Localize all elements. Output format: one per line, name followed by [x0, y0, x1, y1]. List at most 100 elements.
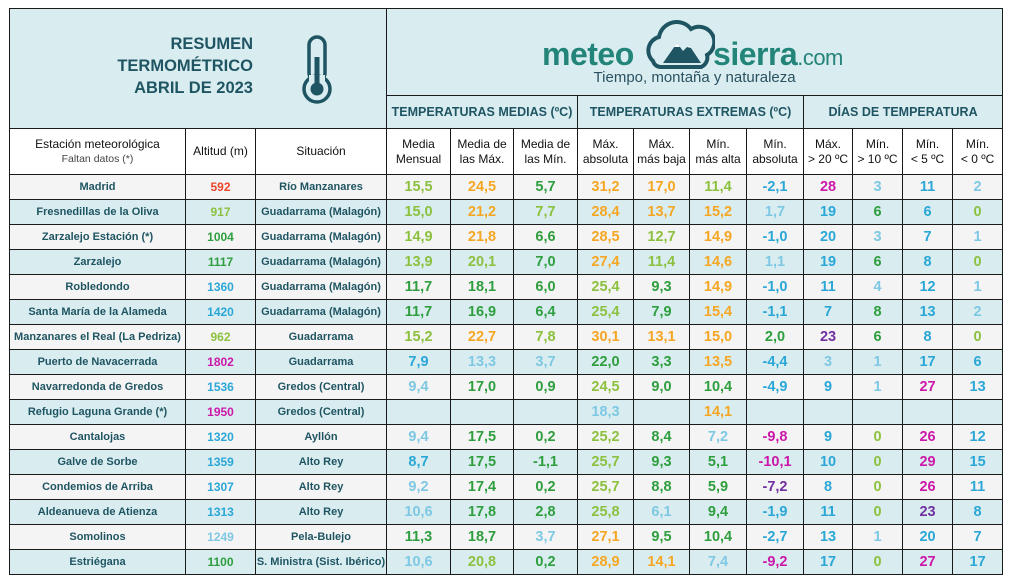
days-gt20-value: 20	[803, 224, 854, 250]
media-max-value: 22,7	[450, 324, 515, 350]
station-name: Navarredonda de Gredos	[9, 374, 186, 400]
min-abs-value: 2,0	[746, 324, 805, 350]
days-lt5-value: 8	[902, 249, 954, 275]
title-block: RESUMEN TERMOMÉTRICO ABRIL DE 2023	[8, 8, 388, 129]
table-row: Madrid 592 Río Manzanares 15,5 24,5 5,7 31,2 17…	[9, 174, 1004, 200]
media-max-value: 17,0	[450, 374, 515, 400]
days-lt5-value	[902, 399, 954, 425]
min-alta-value: 11,4	[689, 174, 748, 200]
media-max-value: 18,7	[450, 524, 515, 550]
days-gt20-value: 19	[803, 199, 854, 225]
days-gt20-value: 9	[803, 374, 854, 400]
min-abs-value: -2,1	[746, 174, 805, 200]
min-abs-value: -1,9	[746, 499, 805, 525]
table-row: Manzanares el Real (La Pedriza) 962 Guadar…	[9, 324, 1004, 350]
media-mensual-value: 11,7	[386, 274, 452, 300]
media-mensual-value: 15,0	[386, 199, 452, 225]
days-lt0-value: 12	[952, 424, 1004, 450]
section-dias: DÍAS DE TEMPERATURA	[803, 95, 1004, 129]
days-lt0-value: 1	[952, 274, 1004, 300]
min-abs-value: -9,8	[746, 424, 805, 450]
min-alta-value: 15,0	[689, 324, 748, 350]
max-baja-value: 17,0	[633, 174, 691, 200]
days-gt10-value: 0	[852, 474, 904, 500]
media-max-value: 24,5	[450, 174, 515, 200]
max-abs-value: 28,5	[577, 224, 635, 250]
temperature-summary-table: RESUMEN TERMOMÉTRICO ABRIL DE 2023 meteo…	[8, 8, 1004, 575]
altitude-value: 1100	[185, 549, 256, 575]
days-gt20-value: 19	[803, 249, 854, 275]
table-row: Zarzalejo Estación (*) 1004 Guadarrama (Ma…	[9, 224, 1004, 250]
col-days-lt0: Mín. < 0 ºC	[952, 128, 1004, 175]
min-alta-value: 13,5	[689, 349, 748, 375]
days-gt20-value: 13	[803, 524, 854, 550]
station-name: Zarzalejo	[9, 249, 186, 275]
altitude-value: 1307	[185, 474, 256, 500]
min-alta-value: 7,2	[689, 424, 748, 450]
days-gt10-value: 1	[852, 349, 904, 375]
col-min-abs: Mín. absoluta	[746, 128, 805, 175]
days-gt20-value: 3	[803, 349, 854, 375]
max-abs-value: 25,7	[577, 449, 635, 475]
section-extremas: TEMPERATURAS EXTREMAS (ºC)	[577, 95, 805, 129]
media-mensual-value: 15,2	[386, 324, 452, 350]
altitude-value: 1117	[185, 249, 256, 275]
media-mensual-value: 13,9	[386, 249, 452, 275]
situation-value: Ayllón	[254, 424, 388, 450]
altitude-value: 1359	[185, 449, 256, 475]
station-name: Somolinos	[9, 524, 186, 550]
situation-value: Guadarrama (Malagón)	[254, 274, 388, 300]
media-min-value: 0,2	[513, 474, 579, 500]
situation-value: Guadarrama (Malagón)	[254, 224, 388, 250]
max-baja-value: 7,9	[633, 299, 691, 325]
station-name: Cantalojas	[9, 424, 186, 450]
days-lt5-value: 27	[902, 374, 954, 400]
min-alta-value: 15,2	[689, 199, 748, 225]
table-row: Somolinos 1249 Pela-Bulejo 11,3 18,7 3,7 27,1 9…	[9, 524, 1004, 550]
altitude-value: 1536	[185, 374, 256, 400]
min-abs-value: -1,0	[746, 224, 805, 250]
max-baja-value: 13,7	[633, 199, 691, 225]
table-row: Estriégana 1100 S. Ministra (Sist. Ibérico…	[9, 549, 1004, 575]
media-max-value: 17,5	[450, 424, 515, 450]
max-baja-value: 9,3	[633, 274, 691, 300]
max-baja-value: 3,3	[633, 349, 691, 375]
min-abs-value	[746, 399, 805, 425]
col-days-gt20: Máx. > 20 ºC	[803, 128, 854, 175]
days-lt5-value: 11	[902, 174, 954, 200]
days-gt10-value: 3	[852, 174, 904, 200]
altitude-value: 1249	[185, 524, 256, 550]
media-min-value: -1,1	[513, 449, 579, 475]
media-max-value: 20,8	[450, 549, 515, 575]
days-gt10-value: 8	[852, 299, 904, 325]
col-situation: Situación	[254, 128, 388, 175]
days-gt10-value: 0	[852, 449, 904, 475]
max-abs-value: 25,4	[577, 274, 635, 300]
min-abs-value: -1,0	[746, 274, 805, 300]
media-min-value: 2,8	[513, 499, 579, 525]
station-name: Galve de Sorbe	[9, 449, 186, 475]
table-row: Robledondo 1360 Guadarrama (Malagón) 11,7 18…	[9, 274, 1004, 300]
col-media-max: Media de las Máx.	[450, 128, 515, 175]
min-alta-value: 5,9	[689, 474, 748, 500]
media-min-value: 3,7	[513, 349, 579, 375]
days-lt5-value: 8	[902, 324, 954, 350]
table-row: Navarredonda de Gredos 1536 Gredos (Centra…	[9, 374, 1004, 400]
max-baja-value: 8,8	[633, 474, 691, 500]
col-media-mensual: Media Mensual	[386, 128, 452, 175]
max-baja-value: 9,0	[633, 374, 691, 400]
media-min-value: 7,0	[513, 249, 579, 275]
station-name: Santa María de la Alameda	[9, 299, 186, 325]
days-gt10-value: 0	[852, 499, 904, 525]
max-abs-value: 27,4	[577, 249, 635, 275]
max-baja-value: 14,1	[633, 549, 691, 575]
media-min-value: 3,7	[513, 524, 579, 550]
days-lt0-value: 17	[952, 549, 1004, 575]
days-gt10-value: 4	[852, 274, 904, 300]
days-gt10-value: 0	[852, 424, 904, 450]
col-days-gt10: Mín. > 10 ºC	[852, 128, 904, 175]
min-alta-value: 10,4	[689, 374, 748, 400]
days-gt20-value: 9	[803, 424, 854, 450]
days-gt20-value: 8	[803, 474, 854, 500]
days-lt5-value: 12	[902, 274, 954, 300]
